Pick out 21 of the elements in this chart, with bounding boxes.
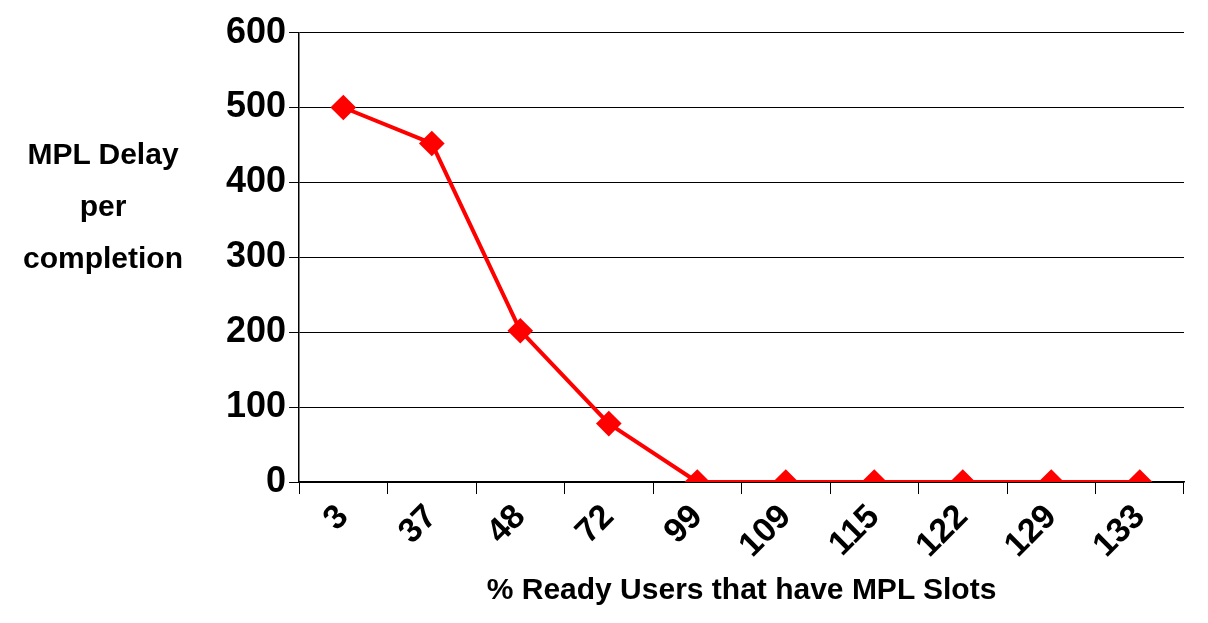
x-tick-label: 133	[1084, 496, 1152, 564]
y-tick-label: 0	[266, 458, 287, 500]
y-tick-label: 300	[225, 234, 287, 276]
point	[331, 95, 356, 120]
x-tick-label: 99	[655, 496, 709, 550]
x-tick-label: 48	[478, 496, 532, 550]
y-axis-title: MPL Delay per completion	[22, 136, 184, 276]
x-tick-label: 115	[820, 496, 886, 562]
y-tick-label: 400	[225, 159, 287, 201]
point	[419, 131, 444, 156]
y-tick-label: 100	[225, 384, 287, 426]
x-axis-title: % Ready Users that have MPL Slots	[486, 572, 997, 606]
y-tick-label: 500	[225, 84, 287, 126]
y-tick-label: 200	[225, 309, 287, 351]
x-tick-label: 3	[314, 496, 355, 537]
y-tick-label: 600	[225, 9, 287, 51]
x-tick-label: 109	[730, 496, 798, 564]
x-tick-label: 122	[907, 496, 975, 564]
x-tick-label: 129	[995, 496, 1063, 564]
x-tick-label: 72	[566, 496, 621, 550]
x-tick-label: 37	[389, 496, 444, 550]
